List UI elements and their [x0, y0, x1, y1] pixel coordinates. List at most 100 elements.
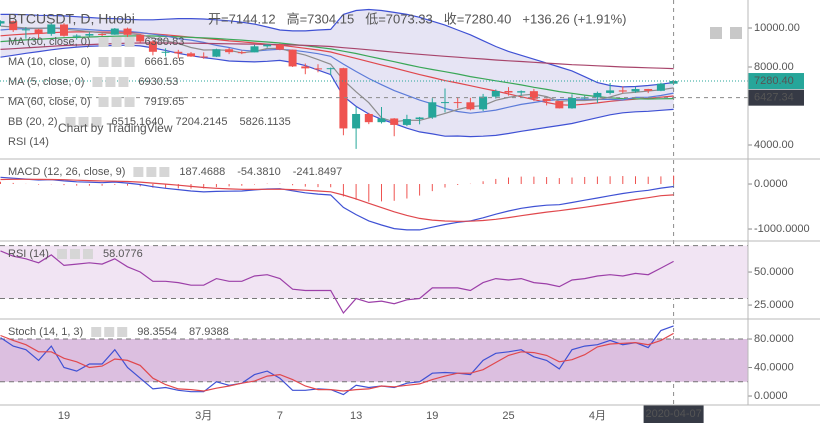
y-tick-label: 25.0000 — [754, 299, 794, 311]
legend-value: 6515.1640 — [112, 116, 164, 128]
legend-icon — [111, 57, 122, 67]
legend-name: BB (20, 2) — [8, 116, 58, 128]
x-tick-label: 25 — [502, 410, 514, 422]
legend-value: 5826.1135 — [240, 116, 291, 128]
candle-body — [148, 41, 157, 52]
legend-icon — [159, 167, 170, 177]
legend-value: 7204.2145 — [176, 116, 228, 128]
y-tick-label: 0.0000 — [754, 390, 788, 402]
legend-icon — [105, 77, 116, 87]
crosshair-price-tag — [748, 89, 804, 106]
legend-icon — [124, 97, 135, 107]
candle-body — [377, 118, 386, 123]
bollinger-line — [0, 8, 674, 88]
candle-body — [326, 68, 335, 70]
x-tick-label: 7 — [277, 410, 283, 422]
legend-icon — [111, 97, 122, 107]
legend-icon — [117, 327, 128, 337]
candle-body — [187, 53, 195, 57]
legend-value: 7919.65 — [145, 96, 185, 108]
y-tick-label: 80.0000 — [754, 333, 794, 345]
legend-icon — [98, 37, 109, 47]
candle-body — [542, 98, 551, 102]
candle-body — [441, 102, 449, 104]
y-tick-label: -1000.0000 — [754, 223, 810, 235]
candle-body — [47, 24, 56, 34]
x-tick-label: 19 — [58, 410, 70, 422]
legend-icon — [91, 117, 102, 127]
candle-body — [568, 98, 576, 109]
candle-body — [479, 96, 488, 110]
ohlc-value: 开=7144.12 — [208, 11, 276, 26]
legend-icon — [118, 77, 129, 87]
legend-icon — [104, 327, 115, 337]
candle-body — [136, 34, 145, 42]
legend-name: MA (10, close, 0) — [8, 56, 91, 68]
ma-line — [0, 35, 674, 100]
legend-icon — [56, 249, 67, 259]
last-price-label: 7280.40 — [754, 75, 794, 87]
candle-body — [21, 29, 30, 31]
candle-body — [34, 29, 43, 34]
candle-body — [212, 49, 221, 57]
candle-body — [199, 56, 208, 58]
legend-icon — [111, 37, 122, 47]
toolbar-icon[interactable] — [730, 27, 742, 39]
legend-icon — [91, 327, 102, 337]
x-tick-label: 4月 — [589, 410, 606, 422]
legend-value: 98.3554 — [137, 326, 177, 338]
legend-name: MA (5, close, 0) — [8, 76, 84, 88]
legend-name: Stoch (14, 1, 3) — [8, 326, 83, 338]
candle-body — [428, 102, 437, 118]
candle-body — [110, 28, 119, 35]
legend-icon — [65, 117, 76, 127]
candle-body — [339, 68, 348, 129]
candle-body — [250, 46, 259, 53]
candle-body — [98, 34, 107, 36]
candle-body — [60, 24, 68, 36]
candle-body — [631, 89, 640, 92]
candle-body — [72, 35, 81, 37]
legend-icon — [124, 37, 135, 47]
candle-body — [415, 117, 424, 120]
legend-icon — [146, 167, 157, 177]
candle-body — [364, 113, 373, 123]
y-tick-label: 50.0000 — [754, 266, 794, 278]
ohlc-value: 高=7304.15 — [287, 11, 355, 26]
candle-body — [466, 102, 475, 110]
candle-body — [352, 113, 361, 129]
candle-body — [504, 90, 513, 93]
candle-body — [314, 68, 322, 70]
candle-body — [555, 101, 564, 109]
legend-icon — [98, 57, 109, 67]
legend-name: MA (30, close, 0) — [8, 36, 91, 48]
indicator-line — [0, 250, 674, 315]
y-tick-label: 8000.00 — [754, 61, 794, 73]
indicator-line — [0, 332, 674, 392]
crosshair-date-tag — [643, 405, 704, 423]
legend-value: -54.3810 — [237, 166, 280, 178]
toolbar-icon[interactable] — [710, 27, 722, 39]
macd-line — [0, 176, 674, 231]
x-tick-label: 3月 — [195, 410, 212, 422]
legend-value: 6380.83 — [145, 36, 185, 48]
legend-name: MA (60, close, 0) — [8, 96, 91, 108]
candle-body — [123, 28, 132, 35]
x-tick-label: 19 — [426, 410, 438, 422]
crosshair-price-label: 6427.34 — [754, 92, 794, 104]
ohlc-value: 收=7280.40 — [444, 11, 512, 26]
candle-body — [618, 90, 627, 92]
candle-body — [263, 44, 272, 47]
collapsed-legend: RSI (14) — [8, 136, 49, 148]
candle-body — [390, 118, 399, 125]
candle-body — [606, 90, 615, 93]
candle-body — [644, 89, 653, 91]
y-tick-label: 0.0000 — [754, 178, 788, 190]
legend-name: MACD (12, 26, close, 9) — [8, 166, 125, 178]
candle-body — [174, 51, 183, 54]
candle-body — [9, 21, 18, 31]
legend-value: -241.8497 — [293, 166, 343, 178]
legend-icon — [78, 117, 89, 127]
candle-body — [593, 92, 602, 98]
legend-value: 87.9388 — [189, 326, 229, 338]
